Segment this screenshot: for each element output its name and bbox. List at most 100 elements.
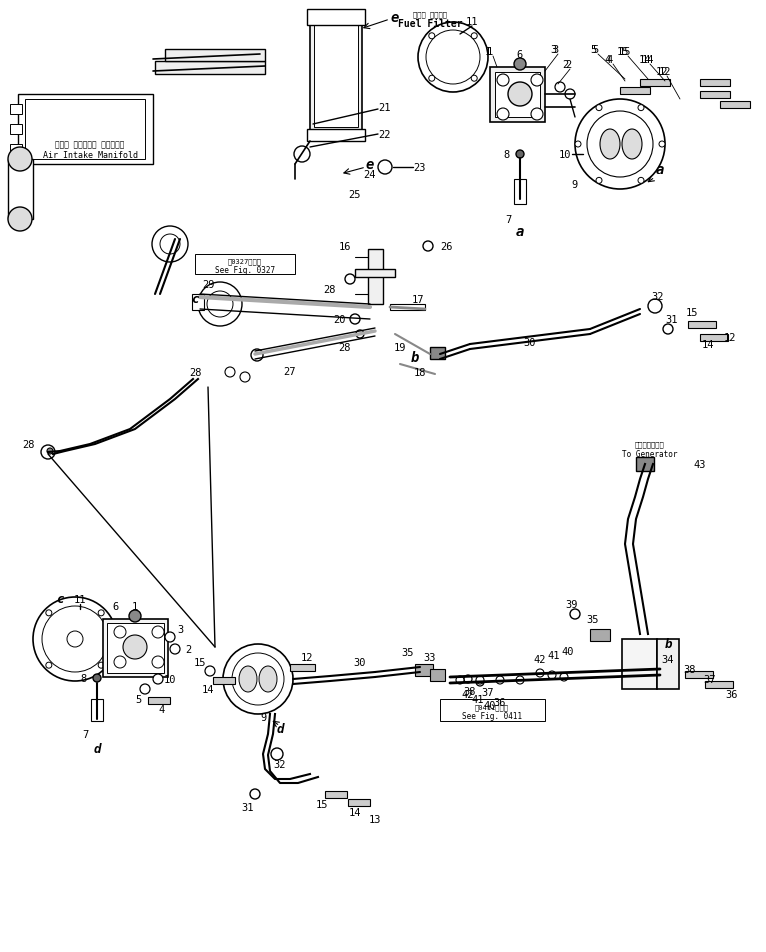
Bar: [495, 73, 540, 118]
Bar: [314, 26, 358, 128]
Text: 3: 3: [550, 45, 556, 55]
Circle shape: [496, 676, 504, 684]
Circle shape: [471, 76, 477, 82]
Circle shape: [205, 666, 215, 676]
Bar: [440, 700, 545, 722]
Circle shape: [476, 676, 484, 684]
Text: 20: 20: [334, 315, 346, 325]
Circle shape: [46, 610, 52, 616]
Text: 27: 27: [283, 367, 296, 377]
Circle shape: [98, 610, 104, 616]
Circle shape: [225, 367, 235, 378]
Bar: [490, 68, 545, 123]
Text: c: c: [56, 593, 64, 605]
Text: 38: 38: [684, 664, 696, 674]
Text: 5: 5: [592, 45, 598, 55]
Bar: [348, 799, 370, 806]
Text: 40: 40: [484, 701, 496, 710]
Circle shape: [648, 300, 662, 313]
Circle shape: [575, 100, 665, 189]
Text: 12: 12: [301, 652, 313, 663]
Text: 39: 39: [566, 600, 578, 609]
Text: 6: 6: [112, 602, 118, 611]
Bar: [290, 664, 315, 671]
Text: 7: 7: [505, 215, 511, 225]
Bar: [636, 458, 654, 471]
Text: See Fig. 0411: See Fig. 0411: [462, 712, 522, 721]
Circle shape: [98, 663, 104, 668]
Text: 38: 38: [463, 686, 476, 696]
Circle shape: [575, 142, 581, 148]
Text: 8: 8: [504, 149, 510, 160]
Text: 13: 13: [368, 814, 381, 824]
Bar: [107, 624, 164, 673]
Circle shape: [548, 671, 556, 680]
Bar: [640, 80, 670, 87]
Text: 17: 17: [412, 295, 424, 305]
Text: 14: 14: [201, 684, 214, 694]
Circle shape: [153, 674, 163, 684]
Text: 41: 41: [472, 694, 484, 704]
Text: 37: 37: [482, 687, 494, 697]
Text: 16: 16: [339, 242, 352, 251]
Text: 28: 28: [339, 343, 352, 352]
Text: 第0411図参照: 第0411図参照: [475, 704, 509, 710]
Circle shape: [251, 349, 263, 362]
Bar: [192, 295, 204, 310]
Circle shape: [565, 89, 575, 100]
Text: フェル フィルタ: フェル フィルタ: [413, 11, 447, 18]
Text: 42: 42: [534, 654, 546, 664]
Text: e: e: [391, 11, 399, 25]
Circle shape: [378, 161, 392, 175]
Bar: [10, 105, 22, 115]
Circle shape: [476, 678, 484, 686]
Circle shape: [165, 632, 175, 643]
Text: b: b: [411, 350, 419, 365]
Text: 42: 42: [462, 689, 474, 700]
Bar: [622, 640, 657, 689]
Text: 22: 22: [378, 129, 391, 140]
Circle shape: [140, 684, 150, 694]
Text: 4: 4: [607, 55, 613, 65]
Bar: [688, 322, 716, 328]
Circle shape: [516, 150, 524, 159]
Text: d: d: [277, 723, 283, 736]
Bar: [620, 88, 650, 95]
Circle shape: [555, 83, 565, 93]
Bar: [415, 664, 433, 676]
Text: Fuel Filter: Fuel Filter: [398, 19, 463, 29]
Circle shape: [8, 148, 32, 171]
Text: 30: 30: [524, 338, 536, 347]
Text: e: e: [366, 158, 374, 171]
Text: 1: 1: [487, 47, 493, 57]
Bar: [10, 145, 22, 155]
Bar: [103, 620, 168, 677]
Circle shape: [423, 242, 433, 251]
Circle shape: [160, 235, 180, 255]
Text: To Generator: To Generator: [622, 450, 678, 459]
Circle shape: [42, 606, 108, 672]
Text: 14: 14: [349, 807, 362, 817]
Text: 7: 7: [82, 729, 88, 739]
Circle shape: [464, 675, 472, 684]
Circle shape: [596, 106, 602, 111]
Circle shape: [152, 656, 164, 668]
Bar: [325, 791, 347, 798]
Circle shape: [250, 789, 260, 799]
Bar: [148, 697, 170, 704]
Circle shape: [663, 325, 673, 335]
Circle shape: [531, 75, 543, 87]
Circle shape: [350, 315, 360, 325]
Circle shape: [471, 33, 477, 40]
Text: 32: 32: [652, 291, 664, 302]
Text: 43: 43: [694, 460, 706, 469]
Circle shape: [123, 635, 147, 660]
Bar: [307, 129, 365, 142]
Text: 3: 3: [177, 625, 183, 634]
Circle shape: [531, 109, 543, 121]
Bar: [10, 125, 22, 135]
Bar: [155, 62, 265, 75]
Text: 5: 5: [590, 45, 596, 55]
Circle shape: [587, 112, 653, 178]
Circle shape: [345, 275, 355, 285]
